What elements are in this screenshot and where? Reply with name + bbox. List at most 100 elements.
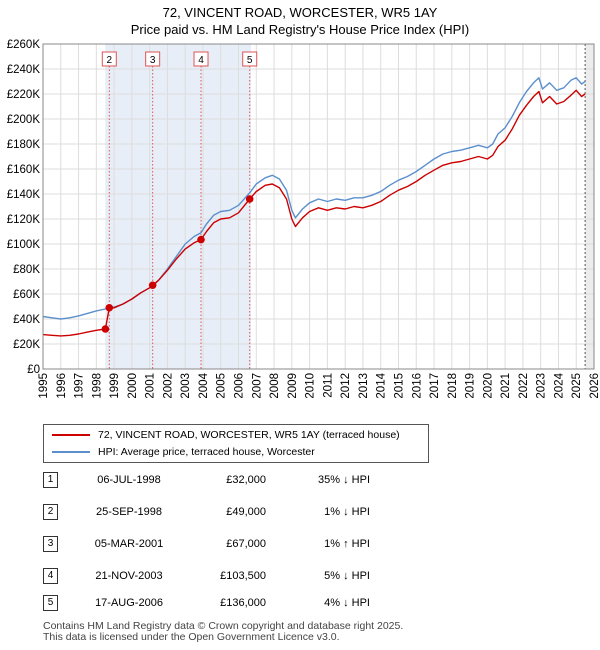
transaction-hpi-diff: 1% ↓ HPI	[324, 506, 370, 518]
y-tick-label: £120K	[7, 214, 41, 226]
x-tick-label: 2026	[589, 373, 600, 399]
transaction-date: 06-JUL-1998	[97, 474, 161, 486]
transaction-hpi-diff: 35% ↓ HPI	[318, 474, 370, 486]
sale-marker-label: 3	[150, 55, 156, 66]
transaction-hpi-diff: 1% ↑ HPI	[324, 538, 370, 550]
transaction-date: 17-AUG-2006	[95, 597, 163, 609]
x-tick-label: 2003	[180, 373, 192, 399]
x-tick-label: 2025	[571, 373, 583, 399]
x-tick-label: 2009	[287, 373, 299, 399]
x-tick-label: 2015	[393, 373, 405, 399]
subtitle: Price paid vs. HM Land Registry's House …	[130, 22, 470, 37]
y-tick-label: £200K	[7, 114, 41, 126]
transaction-number: 4	[43, 568, 58, 584]
x-tick-label: 2014	[376, 372, 388, 398]
legend-label-hpi: HPI: Average price, terraced house, Worc…	[98, 446, 315, 458]
y-tick-label: £220K	[7, 89, 41, 101]
sale-point	[148, 281, 157, 290]
chart-title: 72, VINCENT ROAD, WORCESTER, WR5 1AY Pri…	[0, 4, 600, 38]
sale-marker-box	[193, 51, 209, 67]
y-tick-label: £160K	[7, 164, 41, 176]
y-tick-label: £40K	[13, 314, 40, 326]
transaction-price: £32,000	[226, 474, 266, 486]
title: 72, VINCENT ROAD, WORCESTER, WR5 1AY	[162, 5, 438, 20]
y-tick-label: £80K	[13, 264, 40, 276]
y-tick-label: £260K	[7, 39, 41, 51]
x-tick-label: 2006	[234, 373, 246, 399]
x-tick-label: 2020	[482, 373, 494, 399]
table-row: 2 25-SEP-1998 £49,000 1% ↓ HPI	[43, 504, 423, 520]
y-tick-label: £140K	[7, 189, 41, 201]
table-row: 4 21-NOV-2003 £103,500 5% ↓ HPI	[43, 568, 423, 584]
x-tick-label: 2017	[429, 373, 441, 399]
sale-marker-box	[101, 51, 117, 67]
x-tick-label: 2023	[536, 373, 548, 399]
y-tick-label: £100K	[7, 239, 41, 251]
transaction-number: 3	[43, 536, 58, 552]
plot-border	[42, 43, 595, 370]
x-tick-label: 2000	[127, 373, 139, 399]
x-tick-label: 2004	[198, 372, 210, 398]
sale-marker-label: 4	[198, 55, 204, 66]
transaction-hpi-diff: 4% ↓ HPI	[324, 597, 370, 609]
legend-item-hpi: HPI: Average price, terraced house, Worc…	[52, 444, 315, 460]
table-row: 3 05-MAR-2001 £67,000 1% ↑ HPI	[43, 536, 423, 552]
x-tick-label: 2011	[322, 373, 334, 398]
transaction-date: 21-NOV-2003	[95, 570, 163, 582]
sale-point	[105, 303, 114, 312]
legend-swatch-hpi	[52, 451, 90, 454]
sale-marker-label: 2	[107, 55, 113, 66]
x-tick-label: 1999	[109, 373, 121, 399]
legend-item-property: 72, VINCENT ROAD, WORCESTER, WR5 1AY (te…	[52, 427, 400, 443]
transaction-number: 2	[43, 504, 58, 520]
table-row: 1 06-JUL-1998 £32,000 35% ↓ HPI	[43, 472, 423, 488]
x-tick-label: 2010	[305, 373, 317, 399]
x-tick-label: 2008	[269, 373, 281, 399]
y-tick-label: £60K	[13, 289, 40, 301]
footer-licence: This data is licensed under the Open Gov…	[43, 631, 340, 643]
property-series-line	[42, 89, 586, 337]
x-tick-label: 2018	[447, 373, 459, 399]
x-tick-label: 2016	[411, 373, 423, 399]
transaction-date: 25-SEP-1998	[95, 506, 163, 518]
y-tick-label: £240K	[7, 64, 41, 76]
legend-label-property: 72, VINCENT ROAD, WORCESTER, WR5 1AY (te…	[98, 429, 400, 441]
transaction-number: 5	[43, 595, 58, 611]
table-row: 5 17-AUG-2006 £136,000 4% ↓ HPI	[43, 595, 423, 611]
x-tick-label: 2021	[500, 373, 512, 399]
shaded-period	[105, 44, 251, 369]
transaction-price: £136,000	[220, 597, 266, 609]
transaction-price: £67,000	[226, 538, 266, 550]
x-tick-label: 2005	[216, 373, 228, 399]
footer-copyright: Contains HM Land Registry data © Crown c…	[43, 620, 404, 632]
sale-point	[245, 195, 254, 203]
x-tick-label: 2002	[162, 373, 174, 399]
transaction-price: £103,500	[220, 570, 266, 582]
forecast-region	[585, 44, 594, 369]
legend-swatch-property	[52, 434, 90, 437]
y-tick-label: £0	[27, 364, 40, 376]
transaction-date: 05-MAR-2001	[94, 538, 164, 550]
footer: Contains HM Land Registry data © Crown c…	[43, 621, 403, 643]
legend: 72, VINCENT ROAD, WORCESTER, WR5 1AY (te…	[43, 424, 429, 463]
x-tick-label: 2001	[145, 373, 157, 399]
sale-marker-box	[145, 51, 161, 67]
y-tick-label: £180K	[7, 139, 41, 151]
x-tick-label: 2024	[553, 372, 565, 398]
x-tick-label: 1995	[38, 373, 50, 399]
sale-marker-label: 5	[247, 55, 253, 66]
x-tick-label: 1996	[56, 373, 68, 399]
price-chart: 2 3 4 5 £0 £20K £40K £60K £80K £100K £120K £140K £16…	[7, 39, 600, 399]
sale-point	[101, 325, 110, 333]
transaction-hpi-diff: 5% ↓ HPI	[324, 570, 370, 582]
x-tick-label: 2019	[465, 373, 477, 399]
sale-point	[197, 235, 205, 244]
x-tick-label: 2012	[340, 373, 352, 399]
x-tick-label: 2013	[358, 373, 370, 399]
sale-marker-box	[242, 51, 258, 67]
transaction-number: 1	[43, 472, 58, 488]
x-tick-label: 1997	[74, 373, 86, 399]
y-tick-label: £20K	[13, 339, 40, 351]
x-tick-label: 2022	[518, 373, 530, 399]
x-tick-label: 1998	[91, 373, 103, 399]
